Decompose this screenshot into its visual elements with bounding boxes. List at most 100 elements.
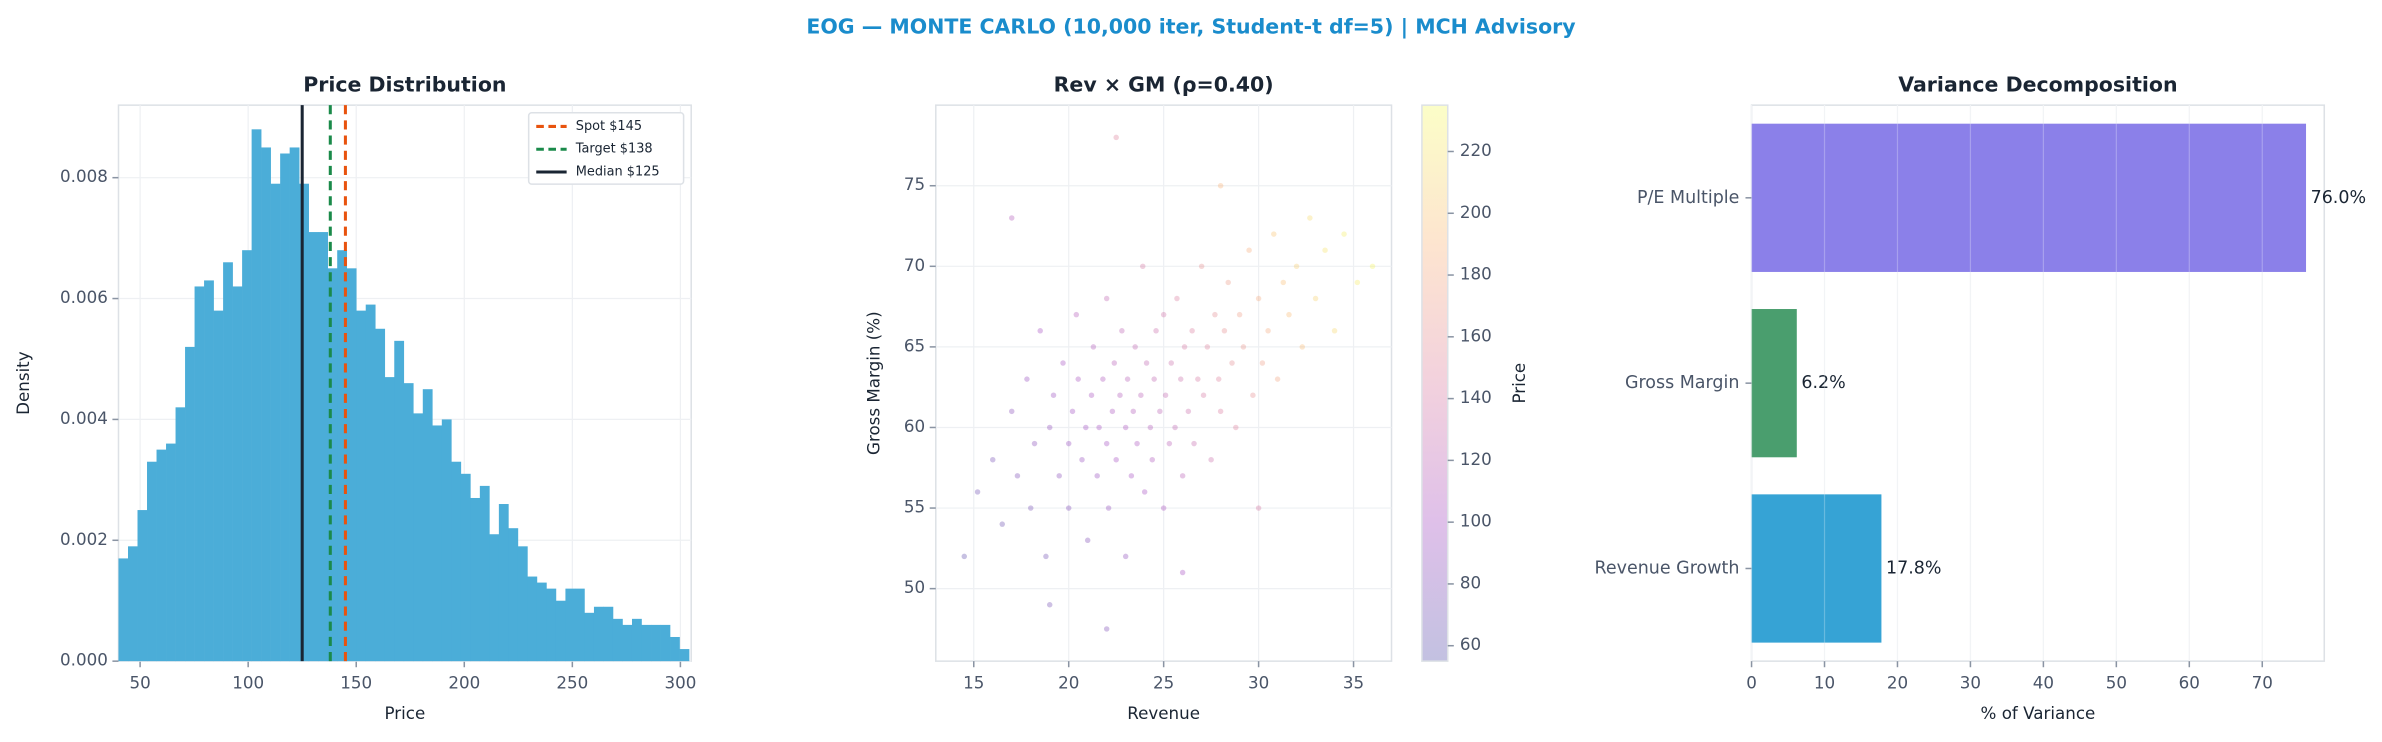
scatter-point xyxy=(1181,344,1188,350)
scatter-point xyxy=(1130,408,1137,415)
histogram-bar xyxy=(679,649,690,662)
histogram-bar xyxy=(194,286,205,662)
histogram-bar xyxy=(546,588,557,662)
scatter-point xyxy=(1280,279,1287,286)
x-tick-label: 100 xyxy=(232,672,264,692)
scatter-point xyxy=(1088,392,1095,398)
scatter-point xyxy=(1225,279,1231,286)
scatter-point xyxy=(1105,505,1112,511)
scatter-point xyxy=(1265,328,1271,334)
y-tick-label: 70 xyxy=(904,255,925,275)
x-tick-label: 70 xyxy=(2252,672,2273,692)
scatter-point xyxy=(1046,602,1053,608)
scatter-point xyxy=(1037,328,1043,334)
scatter-point xyxy=(1166,440,1173,447)
value-label: 17.8% xyxy=(1886,558,1942,578)
histogram-bar xyxy=(641,624,652,662)
scatter-point xyxy=(1250,392,1256,398)
scatter-point xyxy=(1217,182,1224,189)
histogram-bar xyxy=(128,546,138,662)
scatter-point xyxy=(1307,215,1313,221)
y-tick-label: 60 xyxy=(904,416,925,436)
scatter-point xyxy=(1140,263,1146,270)
histogram-bar xyxy=(498,504,509,662)
scatter-point xyxy=(999,521,1005,527)
histogram-bar xyxy=(223,262,233,662)
histogram-bar xyxy=(213,310,224,662)
histogram-bar xyxy=(118,558,129,662)
scatter-point xyxy=(1134,440,1140,447)
histogram-bar xyxy=(175,407,186,662)
histogram-bar xyxy=(232,286,243,662)
scatter-point xyxy=(1065,505,1072,511)
y-tick-label: Revenue Growth xyxy=(1595,558,1740,578)
scatter-point xyxy=(1046,424,1053,431)
colorbar-tick-label: 200 xyxy=(1460,202,1492,222)
value-label: 6.2% xyxy=(1801,373,1845,393)
scatter-point xyxy=(1168,360,1174,366)
colorbar-label: Price xyxy=(1509,363,1529,404)
scatter-point xyxy=(1069,408,1076,415)
histogram-bar xyxy=(517,546,528,662)
x-tick-label: 30 xyxy=(1960,672,1981,692)
scatter-point xyxy=(1113,134,1119,141)
scatter-point xyxy=(1073,311,1080,318)
histogram-bar xyxy=(375,328,386,662)
x-axis-label: Price xyxy=(384,703,425,723)
legend-label: Median $125 xyxy=(576,164,660,179)
scatter-point xyxy=(1141,489,1148,495)
scatter-point xyxy=(1096,424,1102,431)
x-tick-label: 0 xyxy=(1746,672,1757,692)
histogram-bar xyxy=(308,232,319,662)
colorbar-tick-label: 60 xyxy=(1460,634,1481,654)
scatter-point xyxy=(1122,424,1129,431)
scatter-point xyxy=(1143,360,1150,366)
histogram-bar xyxy=(365,304,376,662)
scatter-point xyxy=(1229,360,1235,366)
scatter-point xyxy=(1286,311,1292,318)
y-axis-label: Density xyxy=(13,351,33,415)
scatter-point xyxy=(1083,424,1089,431)
histogram-bar xyxy=(270,183,281,662)
scatter-point xyxy=(1009,215,1015,221)
scatter-point xyxy=(1111,360,1118,366)
scatter-point xyxy=(1200,392,1207,398)
scatter-point xyxy=(1147,424,1154,431)
scatter-point xyxy=(1195,376,1201,382)
scatter-point xyxy=(1354,279,1361,286)
y-tick-label: 0.006 xyxy=(60,287,108,307)
histogram-bar xyxy=(565,588,576,662)
scatter-point xyxy=(1100,376,1106,382)
colorbar-tick-label: 180 xyxy=(1460,264,1492,284)
chart-title: Variance Decomposition xyxy=(1898,72,2177,96)
histogram-bar xyxy=(536,582,547,662)
histogram-bar xyxy=(166,443,176,662)
histogram-bar xyxy=(555,600,566,662)
scatter-point xyxy=(990,456,996,463)
scatter-point xyxy=(1050,392,1057,398)
scatter-point xyxy=(1103,626,1110,632)
scatter-point xyxy=(1065,440,1072,447)
histogram-bar xyxy=(651,624,661,662)
scatter-point xyxy=(1119,328,1125,334)
x-tick-label: 200 xyxy=(448,672,480,692)
histogram-bar xyxy=(289,147,300,662)
scatter-point xyxy=(1217,408,1224,415)
scatter-point xyxy=(1079,456,1085,463)
scatter-point xyxy=(1208,456,1214,463)
histogram-bar xyxy=(631,618,642,662)
histogram-bar xyxy=(622,624,633,662)
histogram-bar xyxy=(261,147,271,662)
x-tick-label: 15 xyxy=(963,672,984,692)
histogram-bar xyxy=(204,280,214,662)
histogram-bar xyxy=(403,383,414,662)
x-tick-label: 10 xyxy=(1814,672,1835,692)
x-tick-label: 250 xyxy=(556,672,588,692)
histogram-bar xyxy=(460,473,471,662)
scatter-point xyxy=(1259,360,1266,366)
value-label: 76.0% xyxy=(2311,188,2367,208)
scatter-point xyxy=(1138,392,1144,398)
legend-label: Spot $145 xyxy=(576,119,642,134)
scatter-point xyxy=(1191,440,1197,447)
scatter-point xyxy=(1162,392,1169,398)
